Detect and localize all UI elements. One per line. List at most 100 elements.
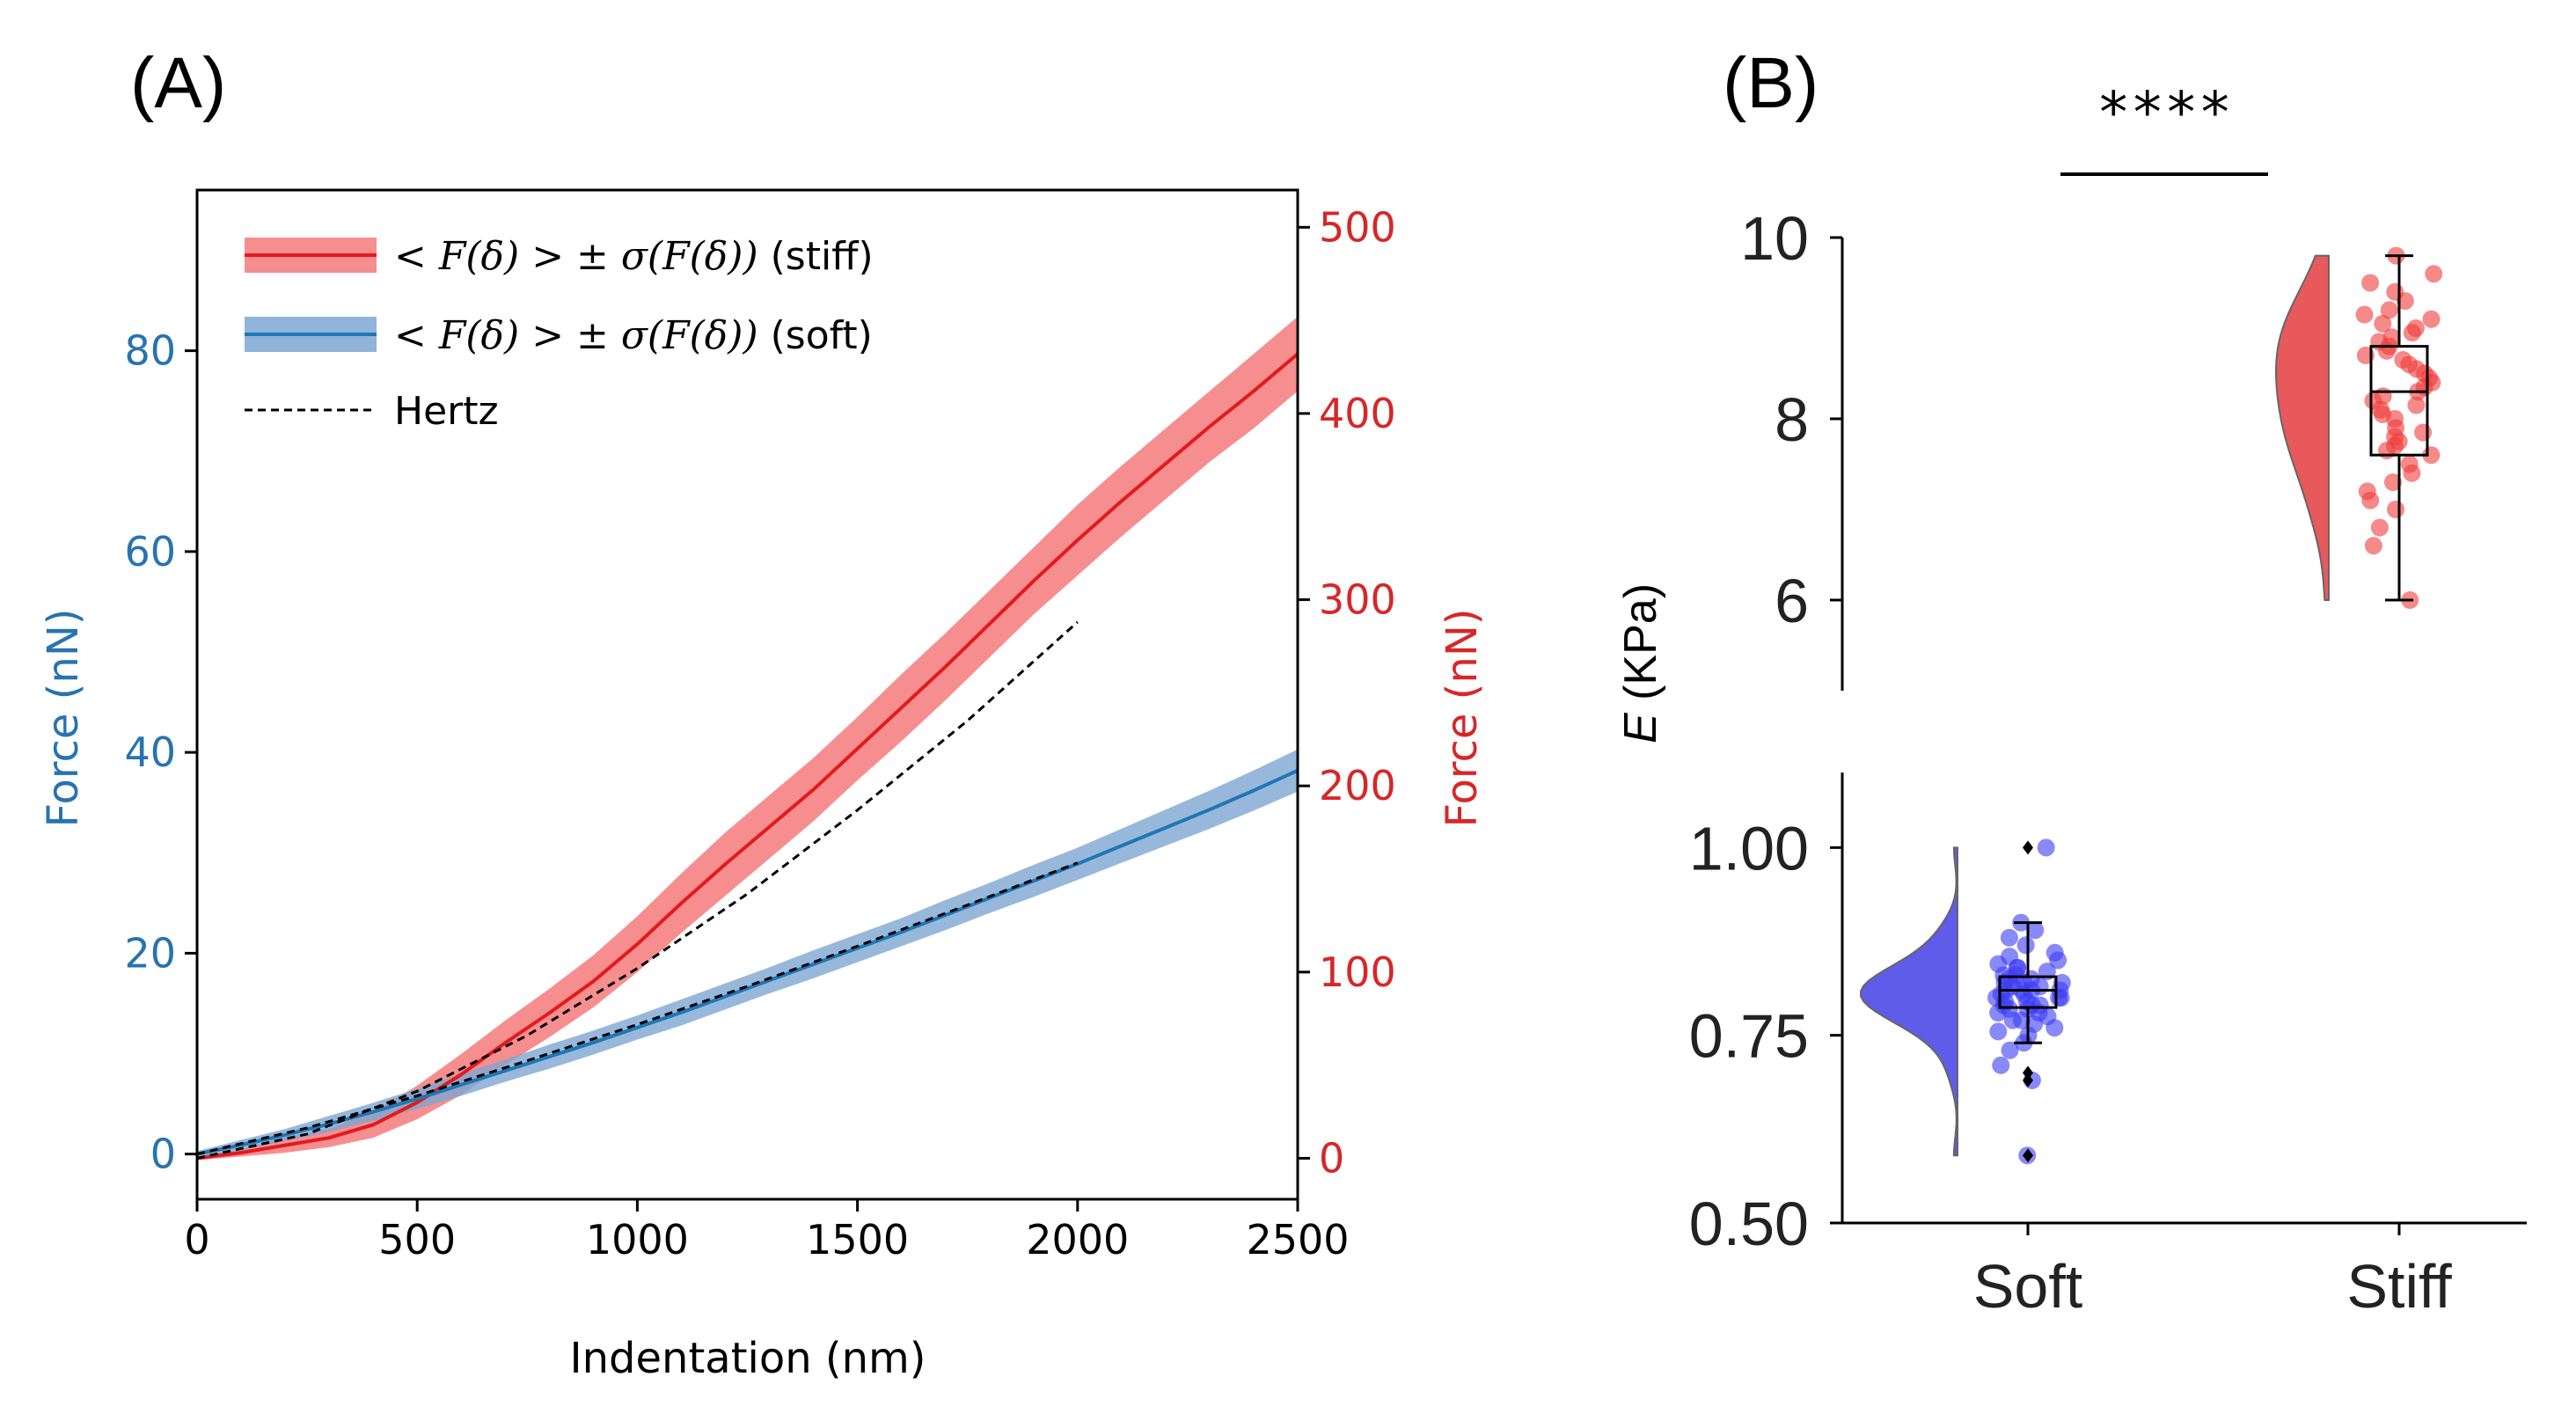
legend-hertz-label: Hertz <box>394 389 499 434</box>
soft-data-point <box>2022 970 2040 988</box>
soft-data-point <box>1989 1022 2008 1041</box>
soft-data-point <box>2001 948 2019 966</box>
soft-data-point <box>2053 973 2071 992</box>
b-y-tick-label: 0.75 <box>1689 1002 1809 1071</box>
b-x-ticks: Soft Stiff <box>1973 1223 2452 1321</box>
soft-data-point <box>2026 921 2045 940</box>
stiff-data-point <box>2414 423 2433 442</box>
a-x-axis-title: Indentation (nm) <box>569 1334 926 1383</box>
stiff-data-point <box>2370 518 2389 537</box>
legend-soft-suffix: (soft) <box>758 313 873 358</box>
stiff-data-point <box>2364 537 2382 555</box>
a-y-right-ticks: 0 100 200 300 400 500 <box>1298 203 1396 1182</box>
stiff-data-point <box>2407 396 2426 414</box>
soft-mean-line <box>196 768 1299 1156</box>
stiff-data-point <box>2374 387 2392 406</box>
a-y-left-axis-title: Force (nN) <box>39 609 88 828</box>
stiff-data-point <box>2387 501 2405 518</box>
legend-stiff-entry: < F(δ) > ± σ(F(δ)) (stiff) <box>394 234 874 279</box>
a-plot-frame <box>195 188 1299 1201</box>
a-y-right-tick-label: 100 <box>1319 948 1396 996</box>
stiff-violin <box>2274 254 2330 601</box>
soft-data-point <box>2000 928 2018 947</box>
soft-data-point <box>2016 936 2035 955</box>
a-y-right-tick-label: 0 <box>1319 1134 1344 1182</box>
a-y-right-tick-label: 500 <box>1319 203 1396 251</box>
box-outlier-marker <box>2023 1073 2033 1087</box>
legend-stiff-suffix: (stiff) <box>758 234 874 279</box>
panel-b-label: (B) <box>1723 43 1819 123</box>
box-outlier-marker <box>2023 1065 2033 1080</box>
b-y-tick-label: 0.50 <box>1689 1190 1809 1258</box>
a-y-left-tick-label: 80 <box>124 327 176 375</box>
a-y-left-ticks: 0 20 40 60 80 <box>124 327 197 1178</box>
stiff-data-point <box>2400 455 2419 473</box>
a-x-ticks: 0 500 1000 1500 2000 2500 <box>184 1199 1350 1263</box>
soft-box <box>1998 975 2058 1009</box>
stiff-data-point <box>2394 351 2412 370</box>
a-y-right-tick-label: 200 <box>1319 762 1396 809</box>
a-y-left-tick-label: 40 <box>124 729 176 776</box>
a-y-right-axis-title: Force (nN) <box>1438 609 1487 828</box>
a-lines <box>196 352 1299 1161</box>
soft-data-point <box>2001 1041 2019 1059</box>
b-y-ticks: 10 8 6 1.00 0.75 0.50 <box>1689 204 1842 1258</box>
a-y-left-tick-label: 20 <box>124 929 176 977</box>
stiff-data-point <box>2386 282 2404 301</box>
a-legend: < F(δ) > ± σ(F(δ)) (stiff) < F(δ) > ± σ(… <box>245 234 874 434</box>
soft-data-point <box>2045 943 2064 962</box>
b-violins <box>1859 254 2330 1157</box>
stiff-data-point <box>2380 301 2398 319</box>
a-x-tick-label: 0 <box>184 1216 209 1263</box>
stiff-sd-band <box>197 316 1298 1161</box>
a-y-right-tick-label: 300 <box>1319 576 1396 624</box>
legend-soft-entry: < F(δ) > ± σ(F(δ)) (soft) <box>394 313 873 358</box>
box-outlier-marker <box>2023 1148 2033 1163</box>
legend-soft-math: < F(δ) > ± σ(F(δ)) <box>394 313 758 358</box>
stiff-box <box>2369 345 2429 457</box>
panel-b-chart: **** 10 8 6 1.00 0.75 0.50 Soft Stiff E (KPa) <box>1615 81 2527 1321</box>
stiff-data-point <box>2374 314 2392 333</box>
a-y-right-tick-label: 400 <box>1319 390 1396 437</box>
a-x-tick-label: 1000 <box>586 1216 689 1263</box>
a-x-tick-label: 1500 <box>806 1216 909 1263</box>
stiff-data-point <box>2361 274 2380 292</box>
b-points <box>1987 246 2443 1165</box>
legend-stiff-math: < F(δ) > ± σ(F(δ)) <box>394 234 758 279</box>
a-y-left-tick-label: 0 <box>150 1131 176 1178</box>
box-outlier-marker <box>2023 840 2033 855</box>
significance-stars: **** <box>2097 81 2232 146</box>
stiff-data-point <box>2406 319 2425 337</box>
stiff-data-point <box>2422 310 2441 328</box>
stiff-data-point <box>2358 482 2376 501</box>
stiff-data-point <box>2355 305 2374 324</box>
b-y-tick-label: 10 <box>1740 204 1809 273</box>
stiff-data-point <box>2383 473 2402 492</box>
hertz-stiff-line <box>196 620 1079 1160</box>
soft-sd-band <box>197 749 1298 1158</box>
soft-data-point <box>1992 1056 2010 1074</box>
b-x-tick-label: Soft <box>1973 1252 2083 1321</box>
b-y-tick-label: 6 <box>1775 567 1809 635</box>
stiff-mean-line <box>196 352 1299 1161</box>
stiff-data-point <box>2382 328 2401 347</box>
b-y-axis-title-unit: (KPa) <box>1615 583 1666 713</box>
soft-violin <box>1859 846 1958 1157</box>
stiff-data-point <box>2425 265 2443 283</box>
b-y-tick-label: 8 <box>1775 385 1809 454</box>
a-x-tick-label: 2500 <box>1246 1216 1349 1263</box>
a-x-tick-label: 500 <box>378 1216 456 1263</box>
a-x-tick-label: 2000 <box>1026 1216 1129 1263</box>
b-x-tick-label: Stiff <box>2346 1252 2452 1321</box>
panel-a-chart: 0 500 1000 1500 2000 2500 0 20 40 60 80 0 100 200 30… <box>39 188 1487 1383</box>
soft-data-point <box>2037 838 2055 857</box>
b-y-axis-title-symbol: E <box>1615 712 1666 743</box>
b-y-tick-label: 1.00 <box>1689 814 1809 882</box>
hertz-soft-line <box>196 861 1079 1156</box>
b-y-axis-title: E (KPa) <box>1615 583 1666 743</box>
a-bands <box>197 316 1298 1161</box>
b-boxes <box>1998 254 2429 1163</box>
a-y-left-tick-label: 60 <box>124 528 176 575</box>
panel-a-label: (A) <box>130 43 226 123</box>
